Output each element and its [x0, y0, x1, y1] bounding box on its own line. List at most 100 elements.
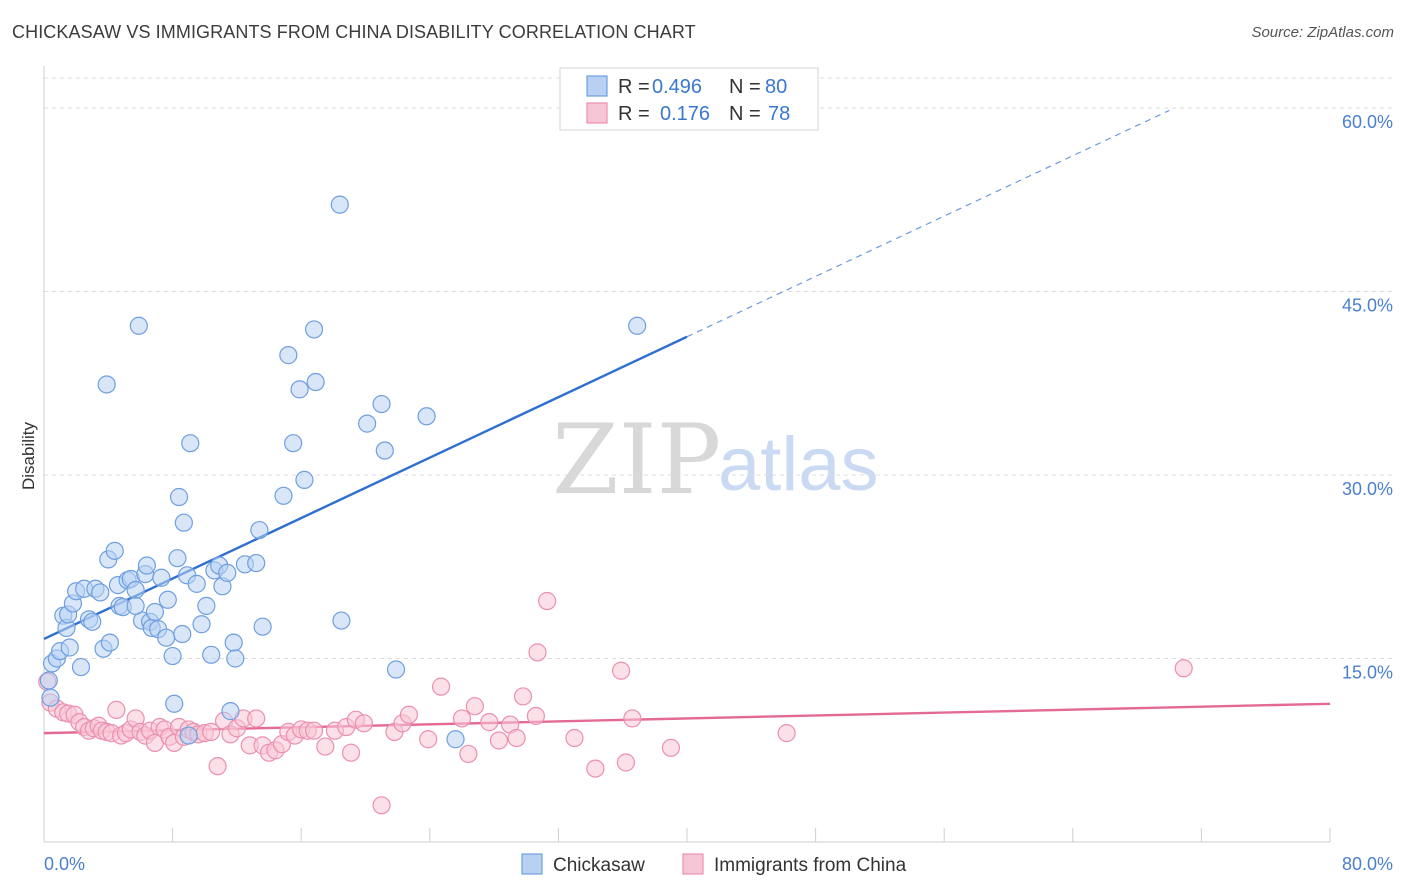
point-china: [623, 709, 642, 728]
point-china: [459, 744, 478, 764]
point-chickasaw: [137, 556, 156, 575]
point-chickasaw: [332, 611, 351, 630]
axes: 15.0% 30.0% 45.0% 60.0% 0.0% 80.0%: [43, 66, 1393, 874]
point-chickasaw: [163, 646, 182, 666]
point-chickasaw: [152, 568, 171, 587]
point-chickasaw: [304, 320, 324, 339]
point-china: [528, 643, 547, 662]
watermark-atlas: atlas: [718, 422, 879, 507]
point-chickasaw: [375, 441, 394, 460]
point-china: [616, 753, 636, 772]
legend-n-label-chickasaw: N =: [729, 76, 761, 98]
point-chickasaw: [71, 657, 91, 677]
series-legend: Chickasaw Immigrants from China: [521, 853, 907, 876]
point-chickasaw: [295, 470, 314, 489]
bottom-legend-label-china: Immigrants from China: [714, 855, 907, 876]
point-chickasaw: [358, 414, 377, 433]
legend-r-value-china: 0.176: [660, 103, 710, 125]
point-chickasaw: [179, 726, 198, 745]
trend-line-chickasaw: [43, 335, 688, 641]
point-chickasaw: [100, 633, 120, 652]
point-china: [107, 700, 126, 719]
point-chickasaw: [129, 316, 148, 335]
point-china: [304, 721, 324, 740]
point-china: [316, 737, 335, 756]
point-chickasaw: [290, 380, 309, 399]
point-china: [661, 738, 681, 757]
point-china: [1174, 659, 1193, 678]
point-china: [341, 743, 361, 762]
y-tick-label: 30.0%: [1342, 479, 1393, 499]
point-chickasaw: [126, 580, 145, 600]
point-china: [208, 757, 227, 776]
point-chickasaw: [202, 645, 221, 664]
legend-n-value-chickasaw: 80: [765, 76, 787, 98]
point-chickasaw: [417, 407, 436, 426]
point-china: [565, 728, 584, 748]
point-china: [202, 722, 221, 742]
point-chickasaw: [187, 574, 206, 593]
point-china: [480, 713, 499, 732]
point-china: [354, 714, 373, 733]
point-china: [513, 687, 533, 706]
watermark: ZIP atlas: [552, 404, 879, 516]
point-china: [538, 591, 557, 611]
y-tick-label: 15.0%: [1342, 663, 1393, 683]
point-chickasaw: [284, 434, 303, 453]
bottom-legend-swatch-china: [682, 853, 704, 875]
point-chickasaw: [158, 590, 177, 609]
point-chickasaw: [446, 730, 465, 749]
point-chickasaw: [97, 375, 116, 394]
point-china: [247, 709, 266, 728]
point-chickasaw: [218, 563, 237, 582]
bottom-legend-label-chickasaw: Chickasaw: [553, 855, 645, 876]
point-chickasaw: [168, 549, 187, 568]
point-chickasaw: [105, 541, 124, 560]
point-chickasaw: [173, 624, 192, 644]
point-chickasaw: [628, 316, 647, 335]
point-chickasaw: [306, 372, 325, 392]
point-chickasaw: [253, 617, 272, 636]
point-chickasaw: [226, 649, 245, 668]
point-chickasaw: [372, 394, 391, 414]
data-points: [38, 195, 1193, 815]
point-chickasaw: [60, 638, 79, 657]
y-axis-label: Disability: [19, 421, 38, 490]
point-china: [399, 705, 419, 724]
point-china: [489, 731, 509, 750]
point-china: [586, 759, 605, 778]
legend-r-value-chickasaw: 0.496: [652, 76, 702, 98]
legend-r-label-chickasaw: R =: [618, 76, 650, 98]
point-chickasaw: [41, 688, 60, 707]
source-credit: Source: ZipAtlas.com: [1251, 24, 1394, 41]
point-china: [777, 724, 796, 743]
chart-title: CHICKASAW VS IMMIGRANTS FROM CHINA DISAB…: [12, 22, 696, 42]
y-tick-label: 60.0%: [1342, 112, 1393, 132]
point-chickasaw: [181, 434, 200, 453]
point-chickasaw: [250, 520, 269, 540]
point-china: [507, 728, 526, 748]
point-china: [526, 706, 545, 726]
point-chickasaw: [39, 671, 58, 690]
trend-line-chickasaw-extension: [686, 109, 1170, 338]
point-chickasaw: [330, 195, 349, 214]
point-china: [372, 796, 391, 815]
point-chickasaw: [169, 487, 189, 507]
point-china: [611, 661, 631, 680]
point-chickasaw: [145, 602, 165, 622]
point-chickasaw: [157, 628, 176, 647]
trend-line-china: [43, 702, 1331, 735]
x-tick-label-max: 80.0%: [1342, 854, 1393, 874]
legend-swatch-china: [586, 102, 608, 124]
point-chickasaw: [192, 615, 211, 634]
point-china: [452, 709, 472, 728]
correlation-legend: R = 0.496 N = 80 R = 0.176 N = 78: [559, 67, 819, 131]
point-chickasaw: [165, 694, 184, 713]
legend-r-label-china: R =: [618, 103, 650, 125]
x-tick-label-min: 0.0%: [44, 854, 85, 874]
legend-n-value-china: 78: [768, 103, 790, 125]
trend-lines: [43, 109, 1331, 735]
point-chickasaw: [274, 486, 293, 505]
point-chickasaw: [197, 596, 216, 615]
